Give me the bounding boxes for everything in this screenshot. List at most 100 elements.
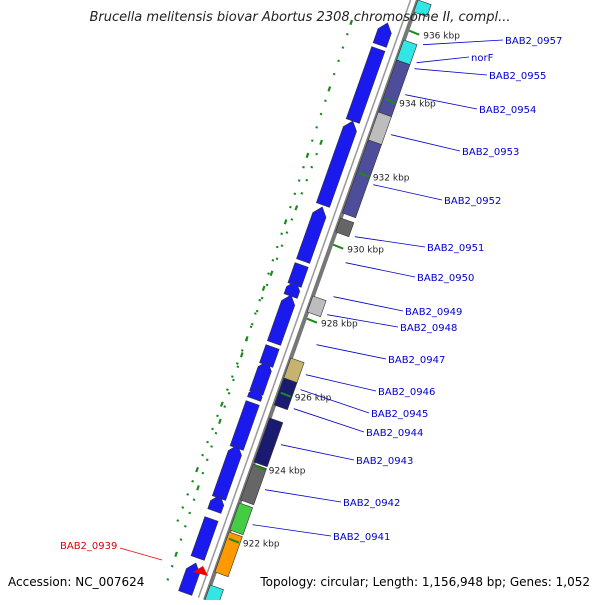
gene-label: BAB2_0955 (489, 71, 546, 82)
label-leader-line (300, 389, 370, 414)
gene-label: BAB2_0951 (427, 243, 484, 254)
label-leader-line (252, 524, 332, 537)
gene-label: BAB2_0954 (479, 105, 536, 116)
kbp-ticks: 936 kbp 934 kbp 932 kbp 930 kbp 928 kbp 926 k… (228, 29, 460, 550)
guide-dot-outer (218, 418, 222, 425)
forward-gene-block (296, 206, 327, 264)
label-leader-line (390, 134, 461, 152)
forward-gene-block (266, 294, 296, 346)
guide-dot-outer (210, 445, 213, 448)
gene-label: BAB2_0948 (400, 323, 457, 334)
guide-dot-inner (310, 165, 314, 169)
gene-label: BAB2_0941 (333, 532, 390, 543)
label-leader-line (416, 56, 470, 64)
backbone-line-inner (197, 0, 412, 598)
guide-dot-outer (324, 99, 327, 103)
forward-gene-block (345, 46, 386, 124)
gene-label: BAB2_0949 (405, 307, 462, 318)
tick-mark (228, 537, 240, 544)
forward-gene-block (178, 562, 200, 596)
label-leader-line (293, 408, 365, 433)
guide-dot-inner (315, 152, 319, 156)
guide-dot-outer (179, 538, 183, 541)
topology-summary: Topology: circular; Length: 1,156,948 bp… (260, 575, 590, 589)
guide-dot-inner (211, 427, 214, 431)
guide-dot-outer (319, 112, 323, 116)
guide-dot-outer (227, 391, 231, 395)
gene-label: BAB2_0943 (356, 456, 413, 467)
guide-dot-outer (261, 285, 266, 292)
gene-label: norF (471, 53, 494, 64)
reverse-gene-block (306, 295, 327, 318)
gene-label: BAB2_0953 (462, 147, 519, 158)
guide-dot-outer (349, 19, 354, 26)
label-leader-line (280, 444, 355, 461)
guide-dot-outer (249, 325, 253, 329)
guide-dot-outer (302, 165, 305, 169)
guide-dot-outer (267, 272, 270, 275)
guide-dot-outer (201, 471, 205, 475)
label-leader-line (405, 94, 478, 110)
guide-dot-outer (196, 485, 200, 491)
label-leader-line (333, 296, 404, 312)
tick-label: 930 kbp (347, 246, 384, 256)
backbone (197, 0, 420, 601)
tick-label: 932 kbp (373, 174, 410, 184)
guide-dot-inner (319, 139, 324, 146)
guide-dot-outer (275, 245, 279, 249)
guide-dot-inner (255, 309, 259, 313)
dotted-guides (166, 19, 354, 581)
gene-label: BAB2_0944 (366, 428, 423, 439)
guide-dot-outer (236, 365, 240, 368)
reverse-gene-block (240, 463, 267, 506)
forward-gene-block (207, 494, 225, 514)
tick-mark (408, 29, 420, 36)
guide-dot-outer (293, 192, 297, 196)
guide-dot-inner (269, 270, 274, 276)
guide-dot-outer (310, 139, 314, 142)
label-leaders (119, 39, 504, 561)
guide-dot-outer (280, 232, 284, 236)
reverse-gene-block (229, 502, 254, 536)
label-leader-line (305, 374, 377, 392)
guide-dot-inner (195, 466, 200, 473)
forward-gene-block (211, 444, 242, 501)
tick-mark (384, 97, 396, 104)
label-leader-line (327, 314, 399, 328)
tick-mark (254, 464, 266, 471)
guide-dot-outer (205, 458, 209, 462)
label-leader-line (345, 262, 416, 278)
guide-dot-outer (254, 312, 257, 315)
guide-dot-inner (201, 453, 204, 457)
tick-label: 934 kbp (399, 100, 436, 110)
reverse-gene-block (342, 139, 382, 219)
guide-dot-outer (297, 179, 301, 182)
forward-gene-block (229, 400, 260, 451)
guide-dot-outer (232, 378, 235, 382)
guide-dot-outer (345, 32, 349, 36)
guide-dot-inner (265, 283, 269, 287)
label-leader-line (354, 236, 426, 248)
forward-gene-block (190, 516, 219, 561)
guide-dot-inner (186, 493, 190, 496)
gene-label: BAB2_0946 (378, 387, 435, 398)
tick-label: 926 kbp (295, 394, 332, 404)
guide-dot-outer (174, 551, 178, 558)
guide-dot-outer (170, 564, 174, 568)
reverse-gene-block (335, 217, 355, 238)
red-gene-marker (193, 566, 208, 576)
guide-dot-inner (230, 375, 234, 378)
label-leader-line (373, 184, 443, 201)
gene-label: BAB2_0945 (371, 409, 428, 420)
guide-dot-inner (260, 296, 264, 300)
gene-labels: BAB2_0957 norF BAB2_0955 BAB2_0954 BAB2_0953… (60, 36, 562, 552)
guide-dot-outer (283, 219, 288, 225)
guide-dot-outer (341, 46, 345, 49)
forward-gene-block (287, 262, 309, 288)
gene-label: BAB2_0947 (388, 355, 445, 366)
label-leader-line (264, 489, 342, 503)
guide-dot-inner (280, 244, 284, 247)
guide-dot-inner (226, 388, 229, 391)
tick-mark (332, 243, 344, 250)
